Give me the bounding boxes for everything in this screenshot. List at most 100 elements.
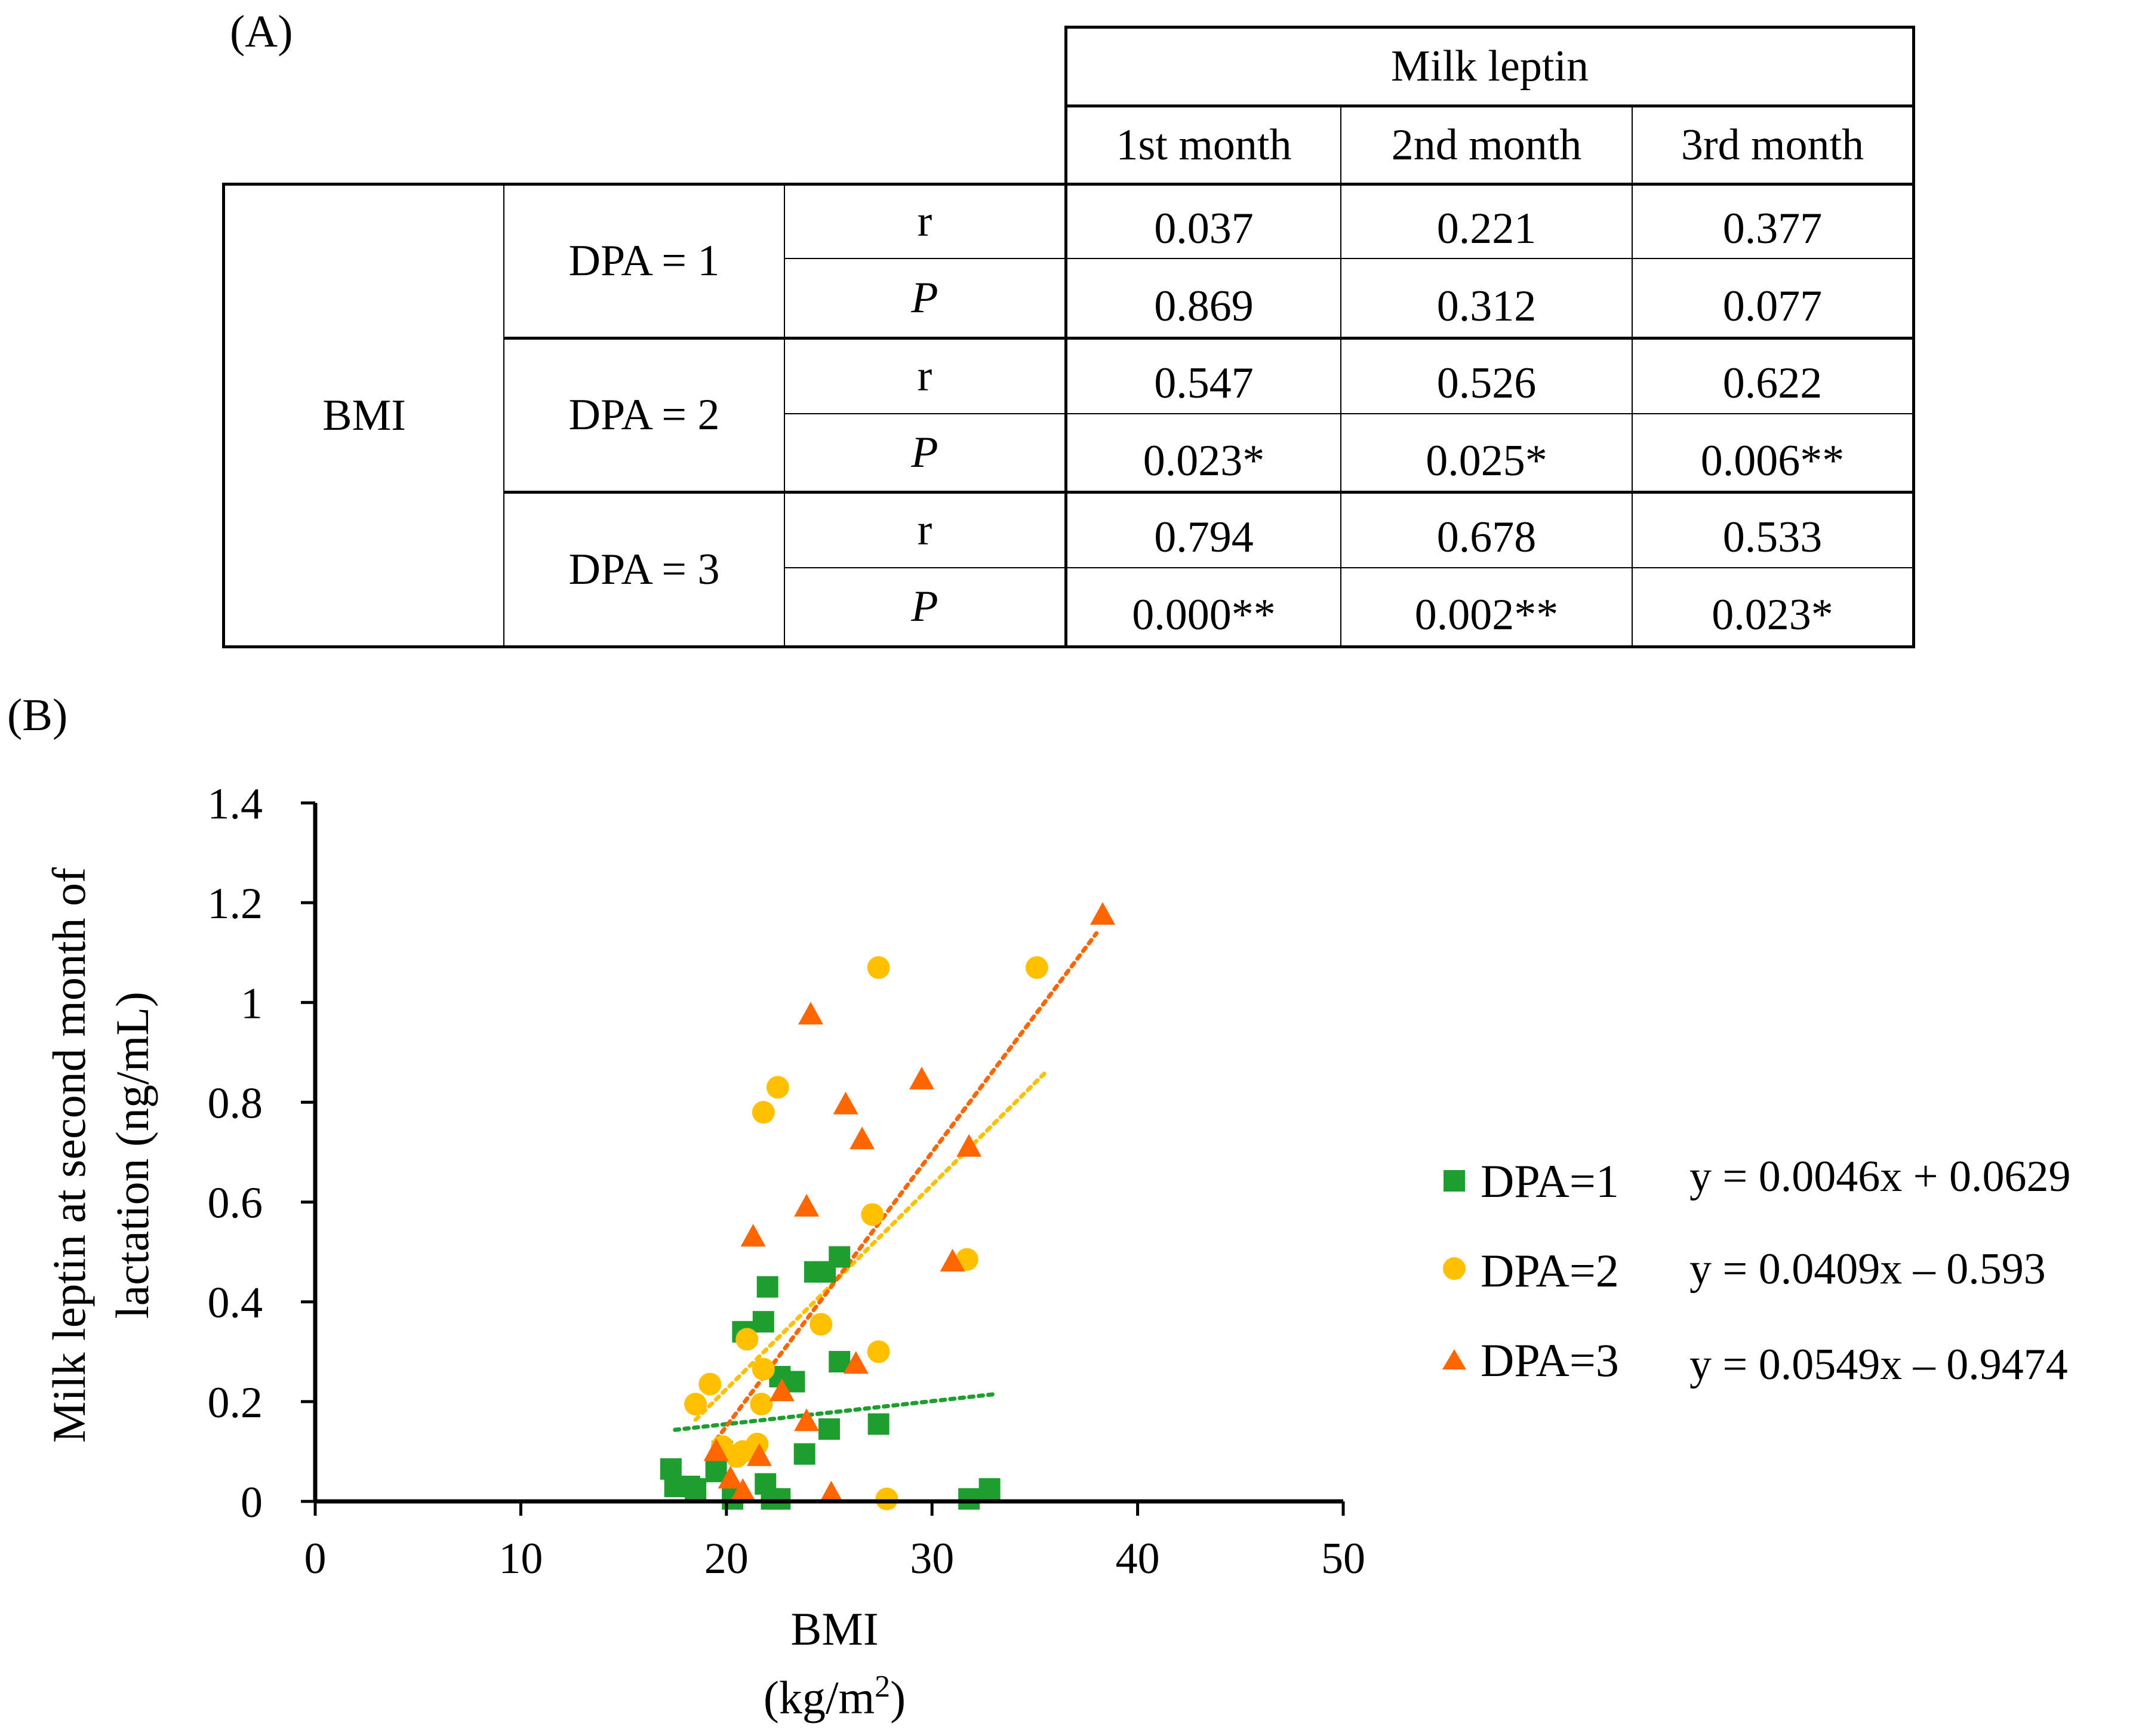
data-point-dpa-3 [850,1126,875,1150]
data-point-dpa-3 [843,1351,869,1374]
table-cell: 0.023* [1712,590,1833,639]
trendline-dpa-3 [714,931,1099,1442]
legend-label-dpa-1: DPA=1 [1481,1155,1619,1207]
table-cell: 0.221 [1436,204,1537,253]
data-point-dpa-1 [685,1478,707,1500]
legend-label-dpa-3: DPA=3 [1481,1334,1619,1386]
stat-label-r: r [917,506,932,555]
stat-label-p: P [911,273,938,322]
y-tick-label: 1 [241,979,263,1028]
y-tick-label: 1.2 [208,879,263,928]
data-point-dpa-1 [769,1488,791,1510]
data-point-dpa-3 [746,1443,772,1466]
stat-label-p: P [911,427,938,477]
data-point-dpa-3 [740,1224,766,1247]
x-axis-unit: (kg/m2) [764,1670,906,1724]
table-cell: 0.023* [1143,436,1265,485]
data-point-dpa-3 [818,1480,844,1504]
scatter-chart: 0 0.2 0.4 0.6 0.8 1 1.2 1.4 0 10 20 30 40 50 BMI (kg… [43,780,2070,1724]
data-point-dpa-2 [750,1393,773,1416]
data-point-dpa-2 [752,1101,775,1124]
data-point-dpa-3 [956,1134,982,1157]
data-point-dpa-3 [794,1193,820,1217]
table-cell: 0.622 [1722,359,1823,408]
table-cell: 0.533 [1722,513,1823,562]
table-cell: 0.000** [1132,590,1276,639]
legend-equation-dpa-2: y = 0.0409x – 0.593 [1689,1245,2046,1294]
x-tick-label: 40 [1116,1534,1160,1583]
data-point-dpa-3 [730,1478,756,1501]
y-axis-label-line1: Milk leptin at second month of [43,867,95,1443]
legend-marker-dpa-1 [1444,1170,1465,1192]
data-point-dpa-3 [833,1091,858,1115]
y-tick-label: 0 [241,1478,263,1527]
data-point-dpa-2 [1025,956,1048,979]
data-point-dpa-2 [752,1358,775,1381]
x-tick-label: 50 [1321,1534,1365,1583]
col-header-1st-month: 1st month [1116,120,1292,170]
data-point-dpa-3 [798,1002,824,1025]
legend: DPA=1 y = 0.0046x + 0.0629 DPA=2 y = 0.0… [1442,1152,2070,1389]
table-cell: 0.025* [1426,436,1547,485]
data-point-dpa-2 [867,956,890,979]
data-point-dpa-2 [867,1340,890,1363]
y-axis-label-line2: lactation (ng/mL) [106,992,158,1319]
data-point-dpa-2 [875,1487,898,1510]
data-point-dpa-1 [756,1276,778,1298]
data-point-dpa-2 [698,1372,722,1396]
stat-label-r: r [917,197,932,246]
legend-equation-dpa-3: y = 0.0549x – 0.9474 [1689,1340,2068,1389]
data-point-dpa-2 [766,1076,789,1099]
x-tick-label: 0 [304,1534,327,1583]
legend-marker-dpa-3 [1442,1349,1466,1369]
table-cell: 0.312 [1436,281,1537,331]
data-point-dpa-3 [794,1408,820,1432]
y-tick-label: 0.2 [208,1378,263,1427]
panel-b-label: (B) [7,690,68,740]
table-cell: 0.547 [1154,359,1254,408]
legend-label-dpa-2: DPA=2 [1481,1245,1619,1297]
table-cell: 0.002** [1414,590,1559,639]
data-point-dpa-1 [705,1460,727,1482]
data-point-dpa-2 [684,1393,707,1416]
dpa-3-label: DPA = 3 [568,544,720,594]
x-tick-label: 20 [704,1534,749,1583]
data-point-dpa-1 [752,1311,774,1333]
data-point-dpa-3 [940,1248,965,1272]
y-tick-label: 0.4 [208,1279,263,1328]
col-header-2nd-month: 2nd month [1391,120,1582,170]
y-tick-label: 0.6 [208,1179,263,1228]
stat-label-p: P [911,582,938,631]
table-cell: 0.526 [1436,359,1537,408]
row-group-bmi: BMI [322,390,406,440]
table-cell: 0.006** [1700,436,1845,485]
table-cell: 0.377 [1722,204,1823,253]
data-point-dpa-3 [703,1438,729,1461]
data-point-dpa-2 [810,1313,833,1336]
x-tick-label: 30 [910,1534,954,1583]
data-point-dpa-1 [829,1246,851,1268]
dpa-1-label: DPA = 1 [568,236,720,285]
dpa-2-label: DPA = 2 [568,390,720,439]
data-point-dpa-2 [861,1203,884,1226]
data-point-dpa-3 [909,1066,934,1089]
y-tick-label: 0.8 [208,1079,263,1128]
table-cell: 0.794 [1154,513,1254,562]
data-point-dpa-3 [769,1378,795,1402]
table-cell: 0.077 [1722,281,1823,331]
data-point-dpa-2 [746,1432,769,1455]
table-cell: 0.678 [1436,513,1537,562]
x-axis-label: BMI [790,1603,878,1655]
data-point-dpa-3 [1090,902,1116,925]
legend-marker-dpa-2 [1443,1257,1466,1280]
data-point-dpa-1 [818,1418,840,1440]
data-point-dpa-1 [958,1488,980,1510]
data-point-dpa-3 [718,1466,743,1489]
col-header-3rd-month: 3rd month [1681,120,1864,170]
legend-equation-dpa-1: y = 0.0046x + 0.0629 [1689,1152,2070,1201]
trendline-dpa-2 [693,1070,1048,1422]
y-tick-label: 1.4 [208,780,263,829]
data-point-dpa-1 [793,1443,815,1465]
x-tick-label: 10 [498,1534,543,1583]
data-point-dpa-1 [867,1413,890,1435]
